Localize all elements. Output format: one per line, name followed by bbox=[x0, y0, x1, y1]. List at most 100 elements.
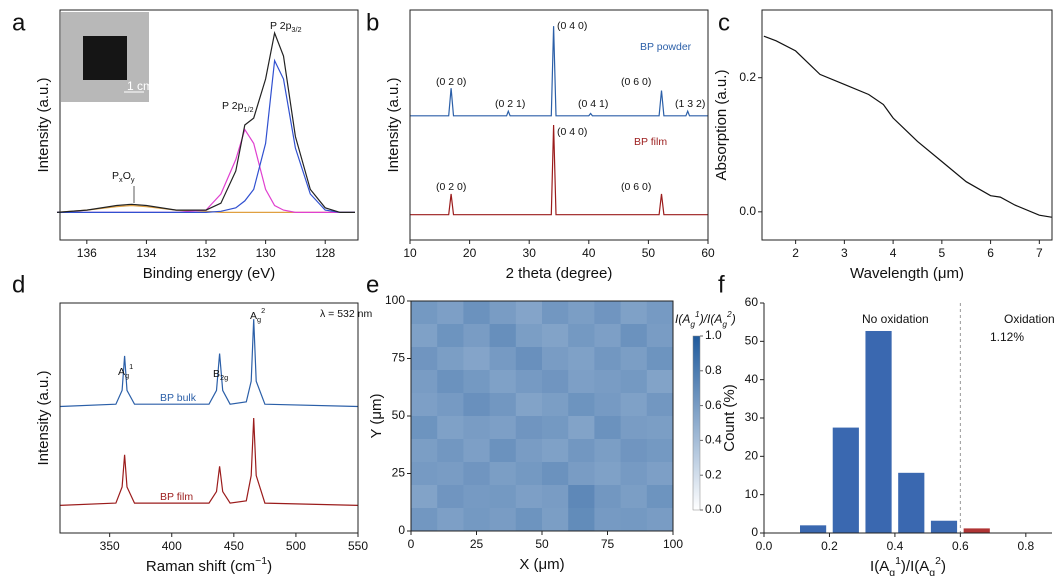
x-tick-label: 350 bbox=[100, 539, 120, 553]
heat-cell bbox=[515, 301, 543, 325]
heat-cell bbox=[437, 370, 464, 394]
text-part: )/I(A bbox=[901, 558, 929, 575]
heat-cell bbox=[411, 393, 438, 417]
heat-cell bbox=[568, 485, 595, 509]
heat-cell bbox=[489, 370, 517, 394]
subscript: g bbox=[889, 567, 895, 576]
heat-cell bbox=[542, 324, 569, 348]
heat-cell bbox=[411, 324, 438, 348]
subscript: x bbox=[119, 175, 123, 184]
heat-cell bbox=[437, 416, 464, 440]
x-tick-label: 60 bbox=[701, 246, 715, 260]
x-axis-label: I(Ag1)/I(Ag2) bbox=[870, 555, 946, 576]
x-tick-label: 6 bbox=[987, 246, 994, 260]
frame bbox=[59, 302, 359, 534]
series-line bbox=[763, 35, 1052, 218]
x-tick-label: 130 bbox=[256, 246, 276, 260]
text-part: Raman shift (cm bbox=[146, 558, 255, 575]
subscript: y bbox=[131, 175, 135, 184]
heat-cell bbox=[463, 324, 491, 348]
heat-cell bbox=[515, 508, 543, 532]
heat-cell bbox=[463, 416, 491, 440]
x-tick-label: 100 bbox=[663, 537, 683, 551]
x-axis-label: X (μm) bbox=[519, 556, 564, 573]
x-tick-label: 2 bbox=[792, 246, 799, 260]
annotation: (0 2 0) bbox=[436, 181, 466, 193]
colorbar-tick-label: 0.4 bbox=[705, 433, 722, 447]
text-part: A bbox=[250, 310, 257, 322]
heat-cell bbox=[489, 347, 517, 371]
hist-bar bbox=[832, 427, 859, 533]
x-tick-label: 128 bbox=[315, 246, 335, 260]
annotation: Ag2 bbox=[250, 306, 265, 324]
colorbar-tick-label: 0.2 bbox=[705, 467, 722, 481]
superscript: 2 bbox=[261, 306, 265, 315]
heat-cell bbox=[568, 508, 595, 532]
frame bbox=[761, 9, 1053, 241]
heat-cell bbox=[463, 347, 491, 371]
annotation: (1 3 2) bbox=[675, 98, 705, 110]
x-tick-label: 0.8 bbox=[1017, 539, 1034, 553]
heat-cell bbox=[489, 393, 517, 417]
annotation: 1.12% bbox=[990, 330, 1024, 344]
heat-cell bbox=[463, 301, 491, 325]
x-tick-label: 136 bbox=[77, 246, 97, 260]
text-part: )/I(A bbox=[698, 312, 723, 326]
x-tick-label: 0 bbox=[408, 537, 415, 551]
heat-cell bbox=[463, 485, 491, 509]
heat-cell bbox=[620, 485, 648, 509]
x-tick-label: 30 bbox=[523, 246, 537, 260]
x-tick-label: 10 bbox=[403, 246, 417, 260]
heat-cell bbox=[437, 485, 464, 509]
heat-cell bbox=[411, 347, 438, 371]
heat-cell bbox=[437, 393, 464, 417]
text-part: B bbox=[213, 368, 220, 380]
x-tick-label: 20 bbox=[463, 246, 477, 260]
heat-cell bbox=[542, 347, 569, 371]
text-part: P bbox=[112, 170, 119, 182]
heat-cell bbox=[646, 347, 674, 371]
series-label: BP powder bbox=[640, 41, 692, 53]
y-tick-label: 0.0 bbox=[739, 204, 756, 218]
x-axis-label: 2 theta (degree) bbox=[506, 265, 613, 282]
x-tick-label: 0.0 bbox=[756, 539, 773, 553]
x-tick-label: 7 bbox=[1036, 246, 1043, 260]
y-tick-label: 60 bbox=[745, 295, 759, 309]
heat-cell bbox=[594, 347, 622, 371]
heat-cell bbox=[568, 462, 595, 486]
panel-letter: a bbox=[12, 9, 26, 36]
heat-cell bbox=[542, 393, 569, 417]
hist-bar bbox=[898, 472, 925, 533]
heat-cell bbox=[646, 370, 674, 394]
y-tick-label: 20 bbox=[745, 449, 759, 463]
heat-cell bbox=[515, 462, 543, 486]
heat-cell bbox=[463, 393, 491, 417]
x-tick-label: 134 bbox=[136, 246, 156, 260]
series-line bbox=[59, 417, 359, 506]
heat-cell bbox=[411, 416, 438, 440]
text-part: ) bbox=[941, 558, 946, 575]
sample bbox=[83, 36, 127, 80]
hist-bar bbox=[930, 520, 958, 533]
annotation: B2g bbox=[213, 368, 228, 383]
y-axis-label: Absorption (a.u.) bbox=[713, 70, 730, 181]
heat-cell bbox=[620, 370, 648, 394]
heat-cell bbox=[437, 347, 464, 371]
heat-cell bbox=[594, 508, 622, 532]
annotation: P 2p1/2 bbox=[222, 100, 254, 115]
heat-cell bbox=[620, 301, 648, 325]
heat-cell bbox=[411, 508, 438, 532]
series-line bbox=[56, 204, 355, 213]
x-tick-label: 132 bbox=[196, 246, 216, 260]
annotation: (0 4 0) bbox=[557, 20, 587, 32]
x-tick-label: 550 bbox=[348, 539, 368, 553]
heat-cell bbox=[594, 416, 622, 440]
annotation: (0 4 0) bbox=[557, 126, 587, 138]
y-axis-label: Intensity (a.u.) bbox=[35, 77, 52, 172]
x-tick-label: 3 bbox=[841, 246, 848, 260]
heat-cell bbox=[620, 508, 648, 532]
heat-cell bbox=[411, 462, 438, 486]
text-part: ) bbox=[730, 312, 736, 326]
colorbar-tick-label: 0.8 bbox=[705, 363, 722, 377]
